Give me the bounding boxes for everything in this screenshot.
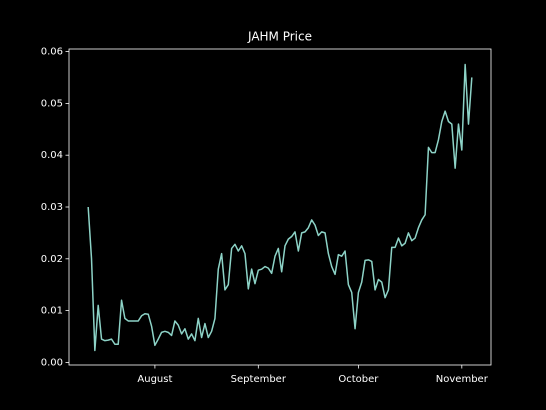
chart-title: JAHM Price xyxy=(247,30,312,44)
x-tick-label: August xyxy=(137,374,172,385)
x-tick-label: November xyxy=(436,374,489,385)
y-tick-label: 0.02 xyxy=(41,254,63,265)
y-tick-label: 0.04 xyxy=(41,150,63,161)
y-tick-label: 0.01 xyxy=(41,306,63,317)
y-tick-label: 0.00 xyxy=(41,357,63,368)
x-tick-label: September xyxy=(231,374,287,385)
y-tick-label: 0.05 xyxy=(41,98,63,109)
price-line xyxy=(87,63,473,352)
x-tick-label: October xyxy=(338,374,379,385)
y-tick-label: 0.06 xyxy=(41,47,63,58)
y-tick-label: 0.03 xyxy=(41,202,63,213)
